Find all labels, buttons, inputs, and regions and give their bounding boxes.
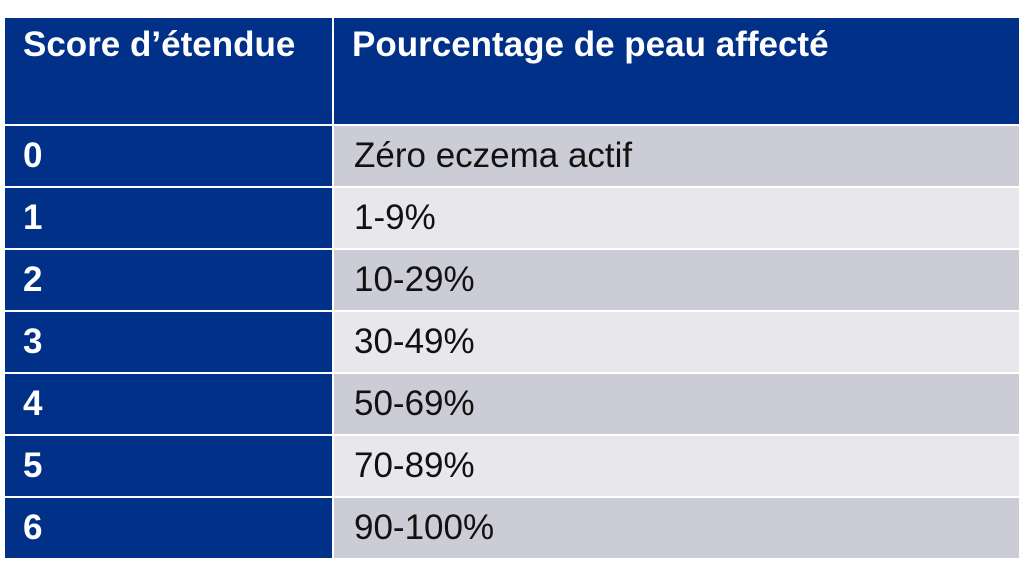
score-cell: 6 <box>3 496 334 560</box>
table-row: 0 Zéro eczema actif <box>3 124 1021 188</box>
score-cell: 3 <box>3 310 334 374</box>
header-percentage: Pourcentage de peau affecté <box>332 16 1021 126</box>
score-cell: 4 <box>3 372 334 436</box>
score-cell: 0 <box>3 124 334 188</box>
table-header-row: Score d’étendue Pourcentage de peau affe… <box>3 16 1021 126</box>
table-row: 1 1-9% <box>3 186 1021 250</box>
table-row: 4 50-69% <box>3 372 1021 436</box>
extent-score-table: Score d’étendue Pourcentage de peau affe… <box>3 16 1021 560</box>
table-row: 2 10-29% <box>3 248 1021 312</box>
table-row: 3 30-49% <box>3 310 1021 374</box>
table-row: 6 90-100% <box>3 496 1021 560</box>
percentage-cell: Zéro eczema actif <box>332 124 1021 188</box>
header-score: Score d’étendue <box>3 16 334 126</box>
table-row: 5 70-89% <box>3 434 1021 498</box>
score-cell: 2 <box>3 248 334 312</box>
score-cell: 1 <box>3 186 334 250</box>
score-cell: 5 <box>3 434 334 498</box>
percentage-cell: 70-89% <box>332 434 1021 498</box>
percentage-cell: 30-49% <box>332 310 1021 374</box>
percentage-cell: 50-69% <box>332 372 1021 436</box>
percentage-cell: 1-9% <box>332 186 1021 250</box>
percentage-cell: 10-29% <box>332 248 1021 312</box>
percentage-cell: 90-100% <box>332 496 1021 560</box>
